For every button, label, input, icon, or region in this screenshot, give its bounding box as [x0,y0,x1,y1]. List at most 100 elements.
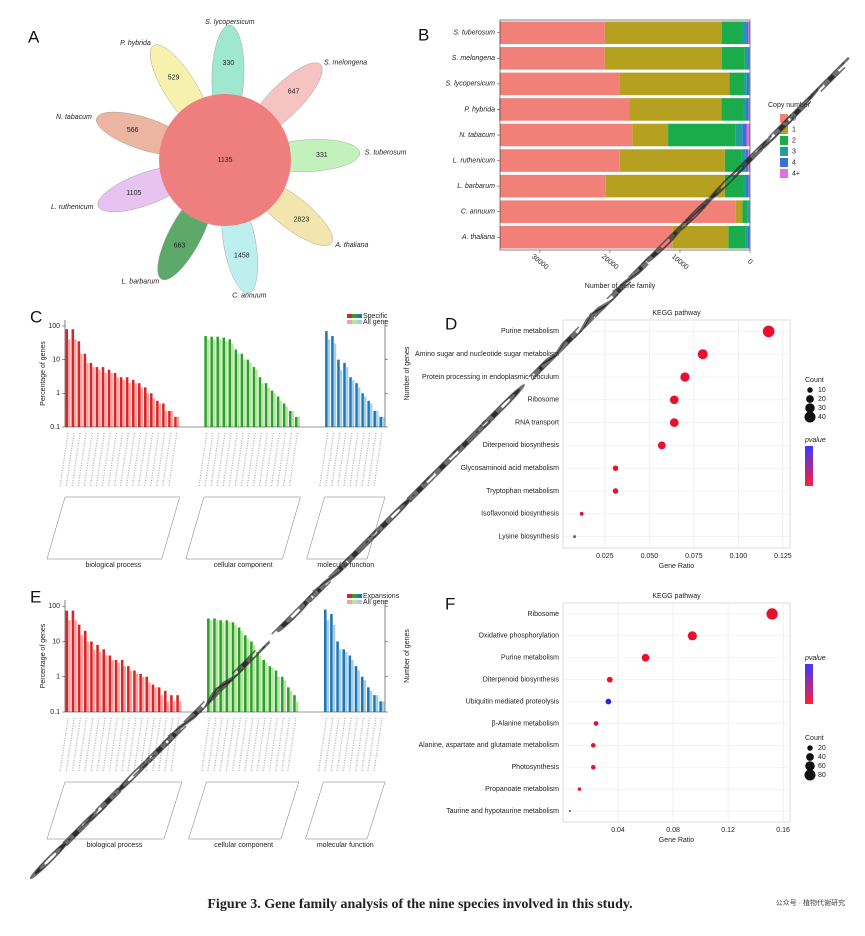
x-axis-label: Number of gene family [585,283,656,290]
category-stub [336,717,346,773]
category-stub [131,432,142,488]
bar [113,373,117,427]
legend-label: Specific [363,313,388,320]
species-label: L. barbarum [122,279,160,286]
bar [71,329,75,427]
bar-segment [735,123,743,147]
bar [135,673,139,712]
group-label: biological process [86,562,142,569]
category-stub [114,717,125,773]
bar-segment [500,225,673,249]
bar [102,649,106,712]
bar-segment [735,200,743,223]
bar [151,684,155,712]
bar [240,353,244,427]
bar-segment [724,174,743,198]
plot-frame [499,19,751,251]
category-stub [337,432,347,488]
bar [117,662,120,712]
dot [687,631,697,641]
bar [143,387,147,427]
bar-segment [672,225,729,249]
bar [379,416,382,427]
category-stub [250,717,260,773]
bar [342,649,346,712]
legend-swatch [357,320,362,324]
category-label: S. lycopersicum [446,81,496,88]
bar-segment [742,123,747,147]
size-legend-label: 40 [818,414,826,421]
bar [288,410,292,427]
size-legend-dot [804,411,816,423]
bar [354,666,358,712]
bar [139,673,142,712]
bar [228,622,231,712]
bar-segment [604,21,722,45]
group-bracket [305,781,386,840]
bar [216,336,219,427]
bar [361,393,364,427]
category-stub [330,717,340,773]
bar [261,383,264,427]
petal-value: 647 [288,88,300,95]
category-stub [270,432,280,488]
category-stub [331,432,341,488]
x-tick-label: 0.12 [721,827,735,834]
category-stub [325,432,335,488]
bar [330,614,333,712]
bar-segment [748,200,750,223]
category-stub [276,432,286,488]
size-legend-dot [807,387,813,393]
x-tick-label: 0 [746,258,754,266]
size-legend-label: 80 [818,772,826,779]
bar [337,359,340,427]
category-stub [121,717,131,773]
category-stub [89,432,99,488]
panel-letter: D [445,314,457,333]
bar-segment [746,174,749,198]
bar-segment [745,149,748,172]
core [159,94,291,226]
bar [252,644,256,712]
bar [148,682,151,712]
category-stub [274,717,285,773]
category-label: Tryptophan metabolism [486,488,559,495]
bar [373,410,376,427]
category-label: Diterpenoid biosynthesis [483,676,560,683]
legend-swatch [352,600,357,604]
size-legend-dot [806,753,814,761]
x-axis-label: Gene Ratio [659,837,695,844]
bar [249,362,252,427]
bar [240,630,243,712]
category-label: Oxidative phosphorylation [478,633,559,640]
bar [152,398,156,427]
bar [348,655,352,712]
dot [669,418,679,427]
bar [129,670,133,712]
category-label: Glycosaminoid acid metabolism [461,465,560,472]
category-stub [361,432,371,488]
legend-label: All gene [363,599,388,606]
category-stub [361,717,371,773]
bar [90,641,93,712]
bar [98,369,101,427]
category-label: Amino sugar and nucleotide sugar metabol… [415,351,559,358]
bar-segment [721,47,745,70]
category-stub [343,432,353,488]
category-stub [288,432,299,488]
bar [295,701,299,712]
bar-segment [748,47,750,70]
caption: Figure 3. Gene family analysis of the ni… [207,897,632,912]
bar [154,687,157,712]
legend-swatch [347,320,352,324]
group-label: cellular component [214,562,273,569]
x-axis-label: Gene Ratio [659,563,695,570]
category-stub [133,717,143,773]
category-label: Protein processing in endoplasmic reticu… [422,374,559,381]
bar [221,622,225,712]
bar-segment [724,149,742,172]
petal-value: 2823 [294,217,310,224]
bar [369,403,373,427]
dot [605,698,612,705]
size-legend-dot [804,769,816,781]
